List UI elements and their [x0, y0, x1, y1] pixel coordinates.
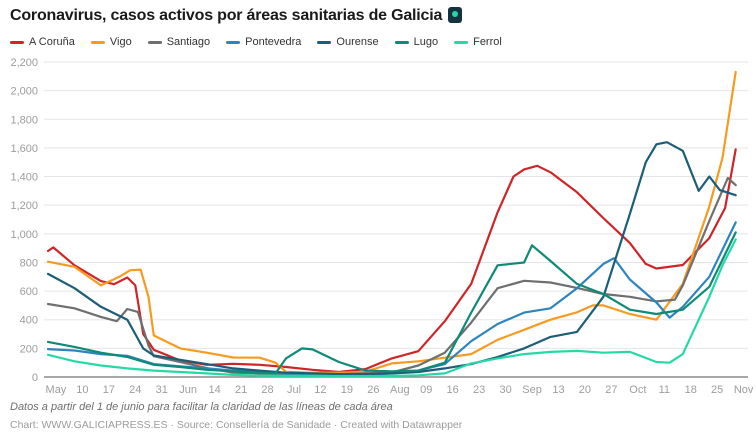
- x-tick-label: 09: [420, 384, 432, 396]
- y-tick-label: 600: [20, 286, 38, 298]
- y-tick-label: 2,000: [10, 86, 38, 98]
- x-tick-label: 26: [367, 384, 379, 396]
- series-line-a-coruña[interactable]: [46, 148, 737, 374]
- y-tick-label: 1,000: [10, 229, 38, 241]
- chart-credit: Chart: WWW.GALICIAPRESS.ES · Source: Con…: [10, 419, 463, 431]
- x-tick-label: 20: [579, 384, 591, 396]
- page-title: Coronavirus, casos activos por áreas san…: [10, 7, 443, 24]
- legend-swatch: [317, 40, 332, 44]
- x-tick-label: 30: [499, 384, 511, 396]
- x-tick-label: 25: [711, 384, 723, 396]
- x-tick-label: 31: [156, 384, 168, 396]
- x-tick-label: 24: [129, 384, 141, 396]
- x-tick-label: Oct: [629, 384, 646, 396]
- series-line-ourense[interactable]: [46, 141, 737, 376]
- legend-item-a-coruña: A Coruña: [10, 36, 75, 48]
- x-tick-label: Aug: [390, 384, 410, 396]
- x-tick-label: 27: [605, 384, 617, 396]
- grid: 0 200 400 600 800 1,000 1,200 1,400 1,600 1,800 2,…: [10, 57, 748, 384]
- x-tick-label: May: [46, 384, 67, 396]
- legend-label: A Coruña: [29, 36, 75, 48]
- y-tick-label: 200: [20, 343, 38, 355]
- legend-item-lugo: Lugo: [394, 36, 439, 48]
- x-tick-label: 12: [314, 384, 326, 396]
- y-tick-label: 2,200: [10, 57, 38, 69]
- x-tick-label: 13: [552, 384, 564, 396]
- legend-item-santiago: Santiago: [147, 36, 211, 48]
- publisher-logo-dot: [452, 11, 458, 17]
- y-tick-label: 1,800: [10, 114, 38, 126]
- x-tick-label: Jun: [179, 384, 197, 396]
- legend-item-pontevedra: Pontevedra: [226, 36, 301, 48]
- x-tick-label: 11: [659, 384, 670, 396]
- publisher-logo-icon: [448, 7, 462, 23]
- series-line-vigo[interactable]: [46, 70, 737, 374]
- y-tick-label: 800: [20, 257, 38, 269]
- legend-label: Lugo: [413, 36, 439, 48]
- x-tick-label: 14: [209, 384, 221, 396]
- legend-item-ferrol: Ferrol: [454, 36, 502, 48]
- series-lines: [46, 70, 737, 378]
- x-axis-labels: May 10 17 24 31 Jun 14 21 28 Jul 12 19 26 Aug 09 16 23 30…: [46, 384, 754, 396]
- legend-item-vigo: Vigo: [90, 36, 132, 48]
- x-tick-label: 17: [103, 384, 115, 396]
- y-tick-label: 1,600: [10, 143, 38, 155]
- x-tick-label: 21: [235, 384, 247, 396]
- y-tick-label: 400: [20, 315, 38, 327]
- y-tick-label: 1,200: [10, 200, 38, 212]
- x-tick-label: 10: [76, 384, 88, 396]
- legend-label: Ferrol: [473, 36, 502, 48]
- legend-item-ourense: Ourense: [317, 36, 379, 48]
- legend: A Coruña Vigo Santiago Pontevedra Ourense Lug…: [10, 36, 502, 48]
- x-tick-label: 18: [685, 384, 697, 396]
- legend-label: Santiago: [166, 36, 211, 48]
- legend-swatch: [90, 40, 105, 44]
- x-tick-label: 19: [341, 384, 353, 396]
- legend-swatch: [394, 40, 409, 44]
- x-tick-label: 28: [261, 384, 273, 396]
- series-line-ferrol[interactable]: [46, 238, 737, 378]
- legend-swatch: [10, 40, 24, 44]
- x-tick-label: 16: [447, 384, 459, 396]
- legend-swatch: [454, 40, 469, 44]
- legend-swatch: [147, 40, 162, 44]
- x-tick-label: 23: [473, 384, 485, 396]
- legend-label: Pontevedra: [245, 36, 302, 48]
- y-tick-label: 0: [32, 372, 38, 384]
- y-tick-label: 1,400: [10, 172, 38, 184]
- chart-footnote: Datos a partir del 1 de junio para facil…: [10, 401, 393, 413]
- legend-label: Ourense: [336, 36, 379, 48]
- legend-label: Vigo: [109, 36, 132, 48]
- x-tick-label: Sep: [522, 384, 542, 396]
- legend-swatch: [226, 40, 241, 44]
- series-line-lugo[interactable]: [46, 231, 737, 375]
- x-tick-label: Nov: [734, 384, 754, 396]
- x-tick-label: Jul: [287, 384, 301, 396]
